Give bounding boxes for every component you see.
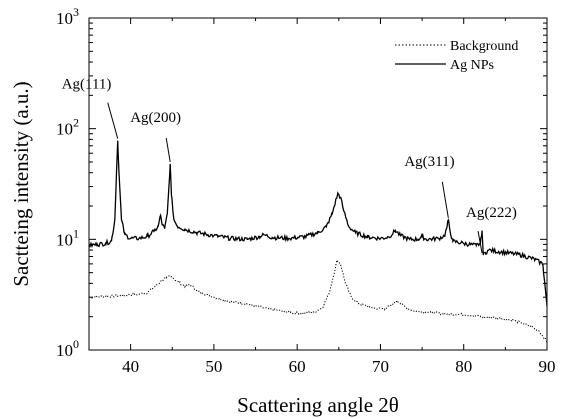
y-tick-labels: 100 101 102 103 <box>56 5 79 360</box>
peak-annotation-label: Ag(311) <box>404 154 454 170</box>
peak-annotation-label: Ag(222) <box>466 205 517 221</box>
plot-frame <box>88 17 548 351</box>
x-tick-label: 50 <box>205 357 222 376</box>
x-tick-label: 70 <box>372 357 389 376</box>
x-axis-label: Scattering angle 2θ <box>237 393 399 417</box>
annotation-leader <box>477 231 483 254</box>
annotation-leader <box>107 102 119 139</box>
x-tick-labels: 40 50 60 70 80 90 <box>122 357 555 376</box>
y-tick-label: 101 <box>56 226 79 249</box>
legend-background-label: Background <box>450 39 518 54</box>
y-tick-label: 100 <box>56 337 79 360</box>
y-tick-label: 102 <box>56 116 79 139</box>
x-tick-label: 60 <box>289 357 306 376</box>
peak-annotation-label: Ag(200) <box>130 110 181 126</box>
annotation-leader <box>441 181 449 218</box>
series-lines <box>88 140 548 343</box>
x-tick-label: 40 <box>122 357 139 376</box>
legend: Background Ag NPs <box>395 39 518 73</box>
y-axis-label: Sactteing intensity (a.u.) <box>9 81 33 286</box>
series-background-line <box>88 258 548 343</box>
y-tick-label: 103 <box>56 5 79 28</box>
x-tick-label: 80 <box>455 357 472 376</box>
annotation-leader <box>165 137 171 163</box>
peak-annotations: Ag(111) Ag(200) Ag(311) Ag(222) <box>62 77 517 254</box>
x-tick-label: 90 <box>539 357 556 376</box>
peak-annotation-label: Ag(111) <box>62 77 112 93</box>
series-agnps-line <box>88 140 548 307</box>
legend-agnps-label: Ag NPs <box>450 58 494 73</box>
